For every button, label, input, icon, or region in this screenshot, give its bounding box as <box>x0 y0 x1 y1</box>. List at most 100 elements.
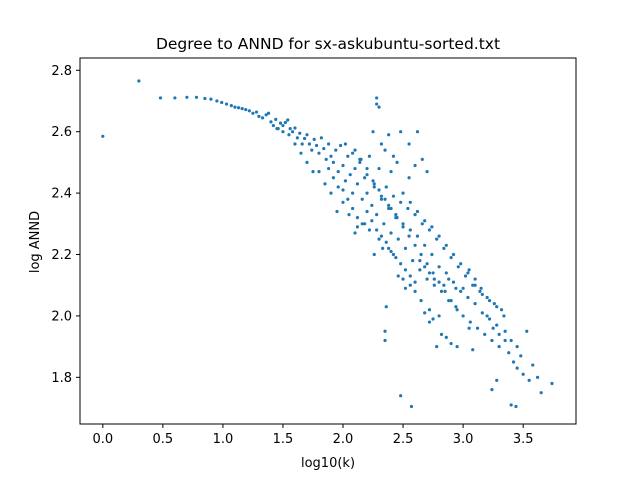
scatter-point <box>389 231 393 235</box>
scatter-point <box>403 268 408 272</box>
scatter-point <box>220 100 224 105</box>
scatter-point <box>413 289 417 293</box>
scatter-point <box>283 120 287 125</box>
scatter-point <box>444 243 448 247</box>
scatter-point <box>456 265 460 269</box>
scatter-point <box>346 197 350 201</box>
scatter-point <box>454 305 458 309</box>
scatter-point <box>351 191 355 195</box>
scatter-point <box>307 142 311 146</box>
scatter-point <box>431 317 435 321</box>
scatter-point <box>377 237 381 241</box>
scatter-point <box>427 320 432 324</box>
scatter-point <box>375 102 379 106</box>
scatter-point <box>355 225 360 229</box>
scatter-point <box>295 136 299 140</box>
scatter-point <box>425 170 429 174</box>
scatter-point <box>236 106 241 110</box>
scatter-point <box>379 142 384 146</box>
scatter-point <box>425 277 429 281</box>
scatter-point <box>377 166 381 171</box>
scatter-point <box>415 234 420 238</box>
scatter-point <box>395 160 399 164</box>
scatter-point <box>286 118 290 122</box>
scatter-point <box>431 271 435 275</box>
scatter-point <box>310 148 314 152</box>
scatter-point <box>251 111 255 115</box>
y-tick-label: 1.8 <box>51 371 72 386</box>
x-tick-label: 1.0 <box>213 432 234 447</box>
scatter-point <box>420 157 424 161</box>
y-axis-label: log ANND <box>28 211 43 273</box>
scatter-point <box>314 143 319 148</box>
scatter-point <box>394 255 398 260</box>
scatter-point <box>173 96 177 100</box>
scatter-point <box>455 345 459 349</box>
y-tick-label: 2.0 <box>51 309 72 324</box>
scatter-point <box>407 142 411 146</box>
scatter-point <box>408 274 412 278</box>
scatter-point <box>359 157 363 161</box>
scatter-point <box>264 113 268 117</box>
scatter-point <box>485 295 489 300</box>
scatter-point <box>371 130 375 134</box>
scatter-point <box>209 97 213 101</box>
scatter-point <box>499 308 504 312</box>
scatter-point <box>383 329 387 333</box>
scatter-point <box>403 246 408 250</box>
scatter-point <box>459 262 463 266</box>
scatter-point <box>435 345 439 349</box>
scatter-point <box>413 280 417 284</box>
scatter-point <box>459 289 463 293</box>
scatter-point <box>274 117 278 122</box>
scatter-point <box>454 286 458 290</box>
scatter-point <box>444 271 448 275</box>
scatter-point <box>442 283 446 287</box>
scatter-point <box>408 200 412 204</box>
scatter-point <box>329 191 333 195</box>
scatter-point <box>383 148 387 152</box>
scatter-point <box>471 348 475 352</box>
scatter-point <box>461 314 465 318</box>
scatter-point <box>327 142 331 146</box>
scatter-point <box>299 151 303 155</box>
scatter-point <box>466 271 470 275</box>
scatter-point <box>341 188 345 192</box>
scatter-point <box>367 154 372 158</box>
scatter-point <box>479 286 483 290</box>
scatter-point <box>442 246 446 250</box>
scatter-point <box>473 283 477 287</box>
scatter-point <box>372 182 376 186</box>
scatter-point <box>491 326 495 330</box>
y-axis-ticks: 1.8 2.0 2.2 2.4 2.6 2.8 <box>51 64 80 386</box>
scatter-point <box>353 166 357 171</box>
scatter-point <box>293 126 297 130</box>
y-tick-label: 2.8 <box>51 64 72 79</box>
scatter-point <box>408 228 412 232</box>
scatter-point <box>495 323 499 327</box>
scatter-point <box>339 143 343 148</box>
scatter-point <box>401 222 405 226</box>
scatter-point <box>266 111 271 115</box>
scatter-point <box>430 252 434 257</box>
scatter-point <box>466 295 470 300</box>
scatter-point <box>365 166 369 171</box>
scatter-point <box>101 134 105 138</box>
scatter-point <box>391 194 396 198</box>
scatter-point <box>423 219 427 223</box>
scatter-point <box>419 252 423 257</box>
scatter-point <box>473 302 477 306</box>
scatter-point <box>473 277 477 281</box>
scatter-point <box>185 95 189 99</box>
scatter-point <box>455 308 459 312</box>
scatter-point <box>244 107 248 112</box>
scatter-point <box>387 206 391 211</box>
scatter-point <box>447 277 451 281</box>
scatter-point <box>550 381 554 386</box>
scatter-point <box>363 176 367 180</box>
x-tick-label: 0.5 <box>153 432 174 447</box>
scatter-point <box>483 332 487 336</box>
scatter-point <box>394 212 398 217</box>
scatter-point <box>383 338 387 343</box>
